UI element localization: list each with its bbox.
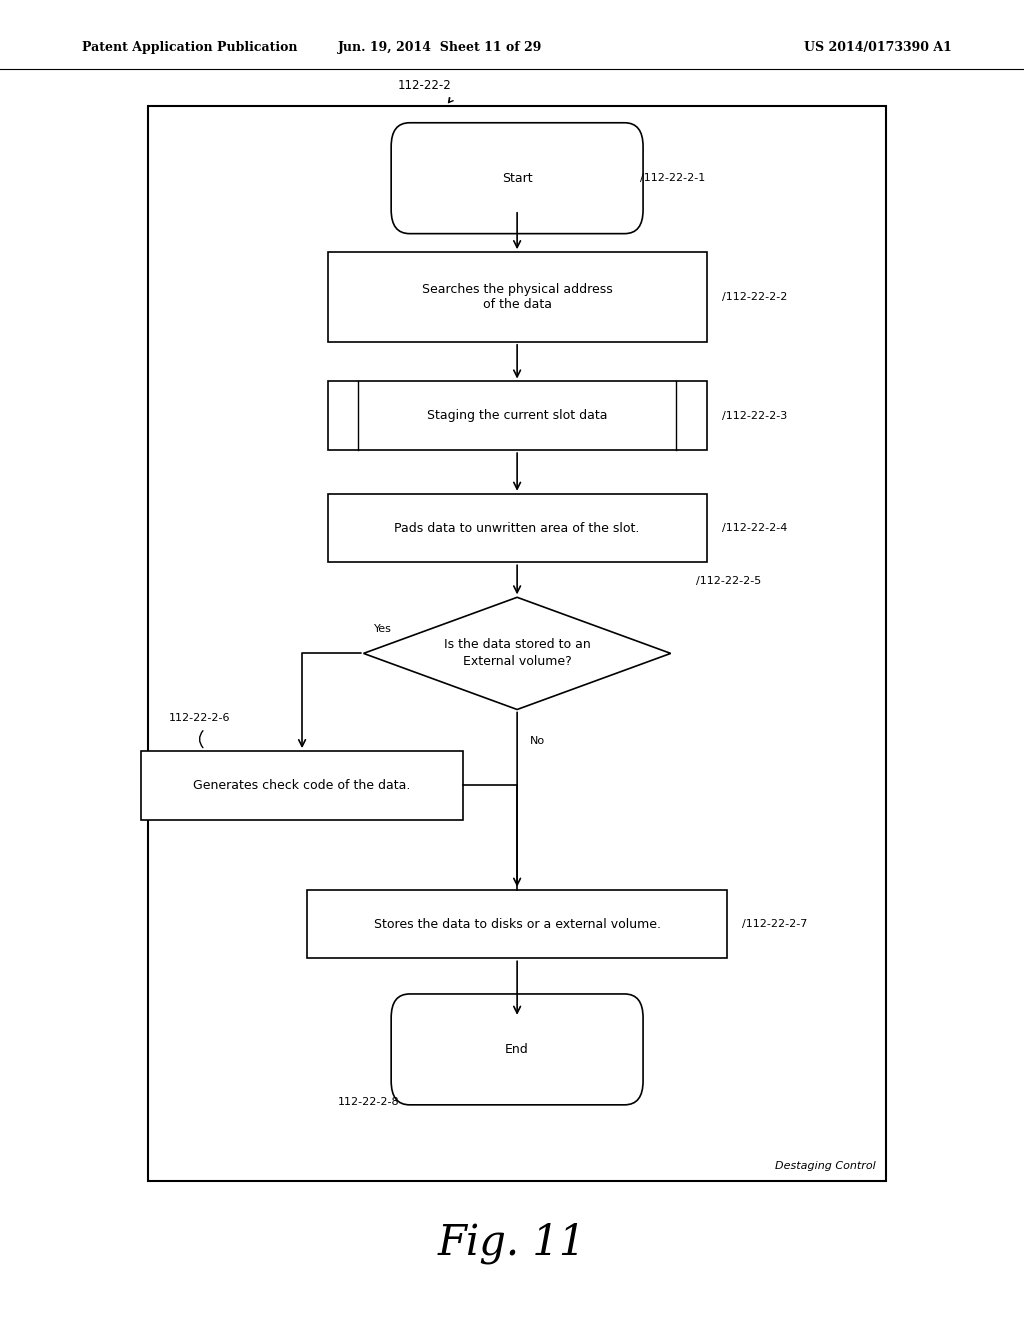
Text: /112-22-2-2: /112-22-2-2 <box>722 292 787 302</box>
Text: Jun. 19, 2014  Sheet 11 of 29: Jun. 19, 2014 Sheet 11 of 29 <box>338 41 543 54</box>
FancyBboxPatch shape <box>391 994 643 1105</box>
Text: Destaging Control: Destaging Control <box>775 1160 876 1171</box>
Text: /112-22-2-7: /112-22-2-7 <box>742 919 808 929</box>
Text: Generates check code of the data.: Generates check code of the data. <box>194 779 411 792</box>
FancyArrowPatch shape <box>449 98 453 103</box>
FancyBboxPatch shape <box>148 106 886 1181</box>
Text: 112-22-2-6: 112-22-2-6 <box>169 713 230 723</box>
FancyArrowPatch shape <box>200 731 203 747</box>
Text: Start: Start <box>502 172 532 185</box>
Polygon shape <box>364 597 671 710</box>
Text: /112-22-2-5: /112-22-2-5 <box>696 576 762 586</box>
Text: /112-22-2-4: /112-22-2-4 <box>722 523 787 533</box>
Text: /112-22-2-3: /112-22-2-3 <box>722 411 787 421</box>
Text: Staging the current slot data: Staging the current slot data <box>427 409 607 422</box>
Text: US 2014/0173390 A1: US 2014/0173390 A1 <box>805 41 952 54</box>
Text: 112-22-2-8: 112-22-2-8 <box>338 1097 399 1107</box>
Text: 112-22-2: 112-22-2 <box>398 79 452 92</box>
Text: Stores the data to disks or a external volume.: Stores the data to disks or a external v… <box>374 917 660 931</box>
FancyBboxPatch shape <box>140 751 463 820</box>
FancyBboxPatch shape <box>391 123 643 234</box>
Text: No: No <box>529 737 545 746</box>
FancyBboxPatch shape <box>307 890 727 958</box>
Text: End: End <box>505 1043 529 1056</box>
Text: Pads data to unwritten area of the slot.: Pads data to unwritten area of the slot. <box>394 521 640 535</box>
FancyBboxPatch shape <box>328 381 707 450</box>
Text: Is the data stored to an
External volume?: Is the data stored to an External volume… <box>443 639 591 668</box>
Text: Fig. 11: Fig. 11 <box>438 1222 586 1265</box>
FancyBboxPatch shape <box>328 252 707 342</box>
Text: /112-22-2-1: /112-22-2-1 <box>640 173 706 183</box>
Text: Yes: Yes <box>374 623 391 634</box>
FancyBboxPatch shape <box>328 494 707 562</box>
Text: Patent Application Publication: Patent Application Publication <box>82 41 297 54</box>
Text: Searches the physical address
of the data: Searches the physical address of the dat… <box>422 282 612 312</box>
